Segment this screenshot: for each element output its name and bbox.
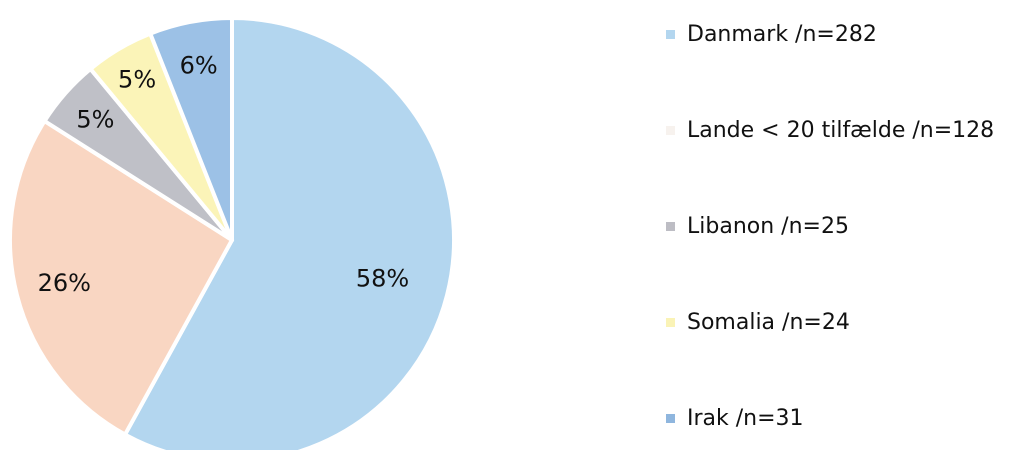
legend-swatch [666,125,675,135]
pie-slice-1 [123,16,456,450]
pie-slice-label-5: 6% [180,52,218,80]
legend-swatch [666,413,675,423]
pie-plot-area: 58% 26% 5%5% 6% [8,16,456,450]
legend-label: Danmark /n=282 [687,21,877,47]
legend-swatch [666,317,675,327]
legend-item: Somalia /n=24 [666,298,1035,346]
legend: Danmark /n=282 Lande < 20 tilfælde /n=128… [666,10,1035,442]
pie-slice-label-3: 5% [76,106,114,134]
pie-slice-5 [148,16,234,242]
legend-item: Danmark /n=282 [666,10,1035,58]
legend-label: Irak /n=31 [687,405,804,431]
legend-label: Lande < 20 tilfælde /n=128 [687,117,995,143]
legend-item: Lande < 20 tilfælde /n=128 [666,106,1035,154]
pie-slice-label-1: 58% [356,265,409,293]
legend-item: Irak /n=31 [666,394,1035,442]
legend-swatch [666,29,675,39]
legend-label: Libanon /n=25 [687,213,849,239]
legend-label: Somalia /n=24 [687,309,850,335]
legend-swatch [666,221,675,231]
pie-slice-label-2: 26% [38,269,91,297]
legend-item: Libanon /n=25 [666,202,1035,250]
pie-slice-label-4: 5% [118,66,156,94]
pie-slice-2 [8,119,234,437]
